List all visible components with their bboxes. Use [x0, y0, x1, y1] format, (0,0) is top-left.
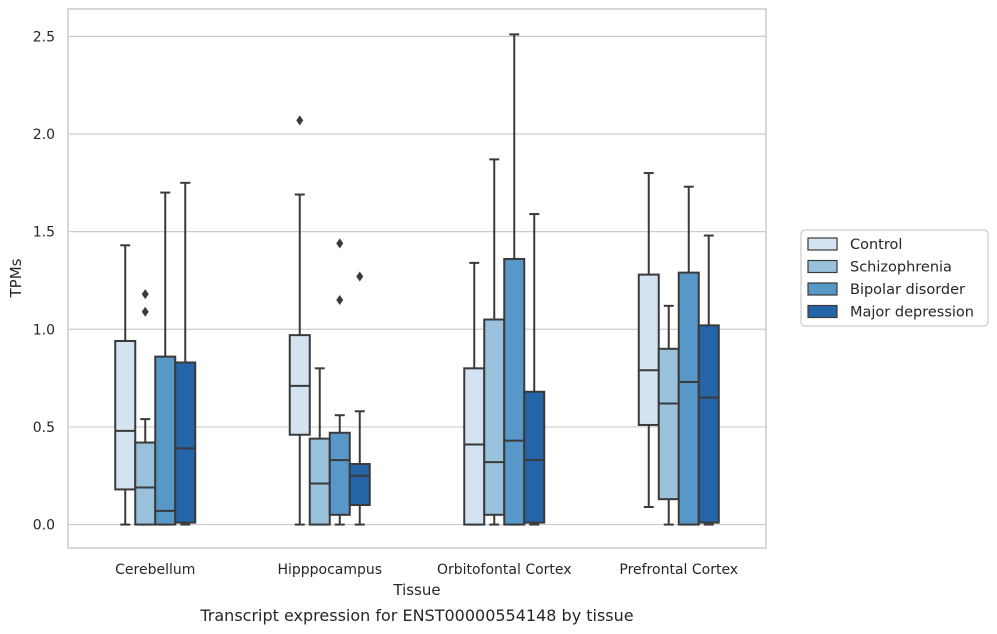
box-body [637, 273, 660, 426]
box-schizophrenia [134, 289, 157, 526]
legend-label: Bipolar disorder [850, 282, 965, 298]
x-tick-labels: Cerebellum Hipppocampus Orbitofontal Corte… [115, 562, 738, 578]
box-body [114, 339, 137, 491]
box-body [154, 355, 177, 526]
box-bipolar-disorder [503, 33, 526, 526]
x-axis-label: Tissue [392, 581, 440, 599]
legend-swatch [807, 304, 838, 319]
y-axis-label: TPMs [7, 258, 25, 298]
outlier-point [336, 238, 344, 249]
box-major-depression [348, 271, 371, 526]
box-control [288, 115, 311, 526]
box-body [697, 324, 720, 524]
legend-swatch [807, 259, 838, 274]
legend-label: Control [850, 237, 902, 253]
y-tick-label: 2.5 [33, 29, 55, 45]
box-major-depression [174, 181, 197, 526]
y-tick-label: 1.0 [33, 322, 55, 338]
box-bipolar-disorder [677, 185, 700, 526]
box-body [657, 347, 680, 501]
box-bipolar-disorder [328, 238, 351, 526]
box-body [308, 437, 331, 526]
box-body [523, 390, 546, 524]
box-groups [114, 33, 720, 526]
box-major-depression [523, 213, 546, 526]
box-control [114, 244, 137, 526]
outlier-point [296, 115, 304, 126]
plot-frame [67, 8, 767, 549]
x-tick-label: Cerebellum [115, 562, 195, 578]
x-tick-label: Prefrontal Cortex [619, 562, 738, 578]
outlier-point [141, 289, 149, 300]
box-control [463, 261, 486, 526]
box-body [174, 361, 197, 524]
x-tick-label: Hipppocampus [277, 562, 382, 578]
legend-label: Schizophrenia [850, 260, 952, 276]
box-bipolar-disorder [154, 191, 177, 526]
box-schizophrenia [483, 158, 506, 526]
legend-label: Major depression [850, 305, 974, 321]
y-tick-labels: 0.0 0.5 1.0 1.5 2.0 2.5 [33, 29, 55, 533]
x-tick-label: Orbitofontal Cortex [437, 562, 572, 578]
box-control [637, 172, 660, 508]
box-body [677, 271, 700, 526]
box-body [134, 441, 157, 526]
y-tick-label: 1.5 [33, 225, 55, 241]
outlier-point [141, 306, 149, 317]
y-tick-label: 2.0 [33, 127, 55, 143]
box-major-depression [697, 234, 720, 526]
legend-swatch [807, 237, 838, 251]
legend: Control Schizophrenia Bipolar disorder Majo… [800, 229, 989, 327]
box-body [348, 463, 371, 507]
figure-caption: Transcript expression for ENST0000055414… [200, 606, 634, 625]
box-schizophrenia [657, 304, 680, 526]
legend-swatch [807, 282, 838, 296]
box-body [328, 431, 351, 516]
box-body [483, 318, 506, 516]
legend-frame [800, 229, 989, 327]
box-schizophrenia [308, 367, 331, 526]
box-body [463, 367, 486, 526]
outlier-point [356, 271, 364, 282]
outlier-point [336, 294, 344, 305]
box-body [503, 257, 526, 526]
y-tick-label: 0.0 [33, 518, 55, 534]
y-tick-label: 0.5 [33, 420, 55, 436]
